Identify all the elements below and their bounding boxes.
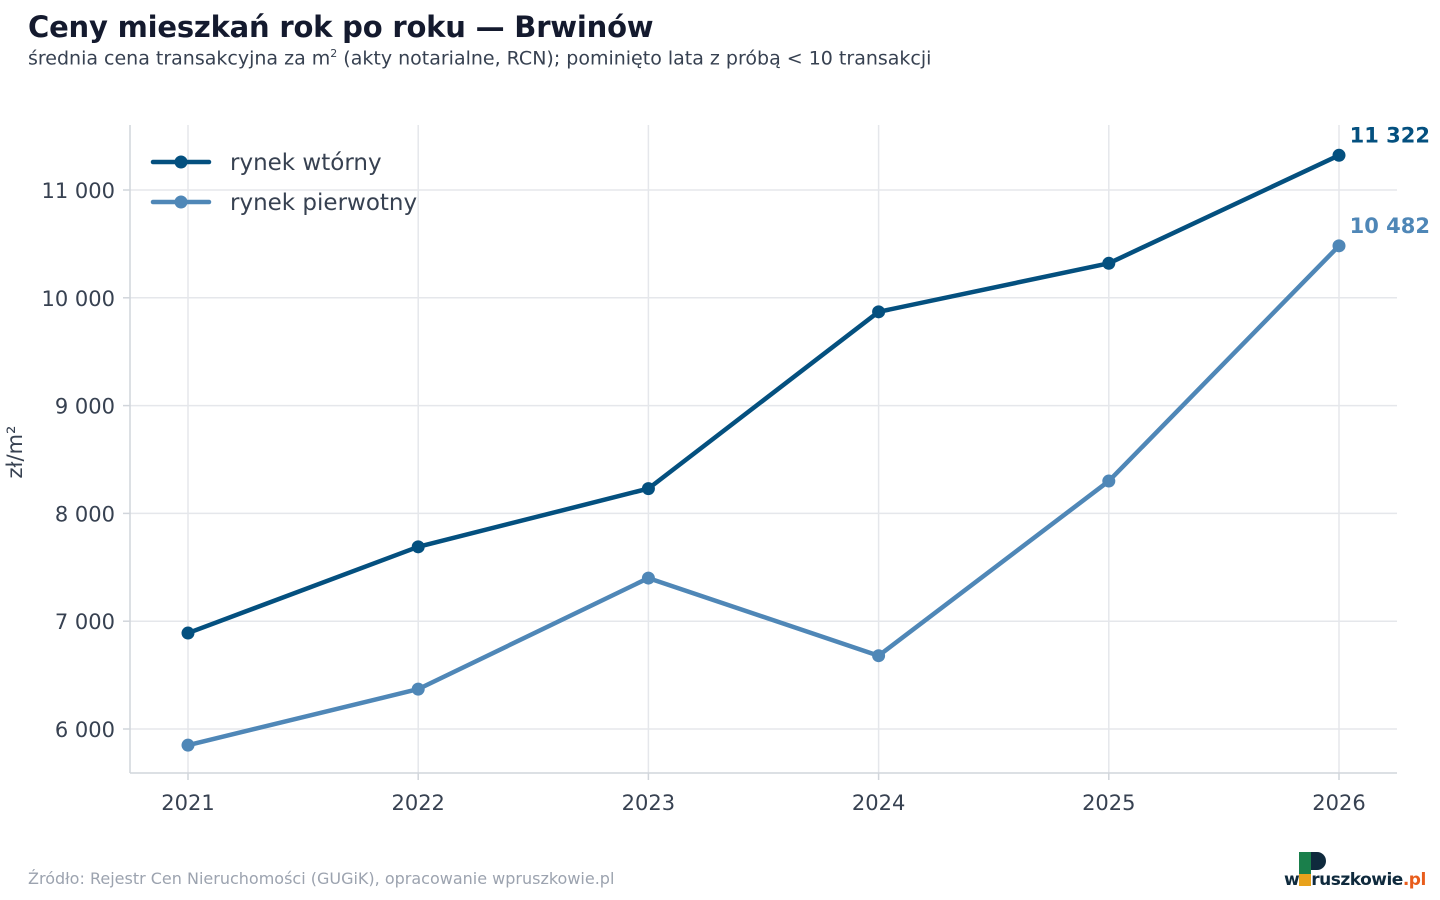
chart-subtitle: średnia cena transakcyjna za m2 (akty no… (28, 47, 931, 69)
subtitle-superscript: 2 (330, 47, 338, 60)
y-tick-label: 8 000 (55, 502, 115, 526)
data-point (1332, 239, 1346, 253)
data-point (411, 540, 425, 554)
logo-mark-dark (1311, 852, 1326, 870)
data-point (181, 626, 195, 640)
x-tick-label: 2026 (1312, 791, 1365, 815)
logo-mark-orange (1299, 874, 1311, 886)
series-line-1 (185, 243, 1342, 748)
logo-suffix: .pl (1402, 870, 1426, 890)
data-point (181, 738, 195, 752)
x-tick-label: 2022 (391, 791, 444, 815)
legend-marker (174, 195, 188, 209)
site-logo[interactable]: w ruszkowie.pl (1284, 850, 1426, 894)
x-tick-label: 2023 (622, 791, 675, 815)
data-point (872, 649, 886, 663)
x-axis-ticks: 2021 2022 2023 2024 2025 2026 (161, 773, 1366, 815)
axes (129, 125, 1397, 774)
data-point (1102, 474, 1116, 488)
x-tick-label: 2025 (1082, 791, 1135, 815)
x-tick-label: 2021 (161, 791, 214, 815)
end-value-label: 10 482 (1350, 214, 1430, 238)
legend-label: rynek wtórny (230, 150, 382, 176)
data-point (1332, 148, 1346, 162)
chart-title: Ceny mieszkań rok po roku — Brwinów (28, 10, 654, 44)
legend-label: rynek pierwotny (230, 190, 417, 216)
y-tick-label: 6 000 (55, 718, 115, 742)
data-point (872, 305, 886, 319)
end-value-label: 11 322 (1350, 123, 1430, 147)
source-note: Źródło: Rejestr Cen Nieruchomości (GUGiK… (28, 869, 615, 888)
y-tick-label: 11 000 (42, 179, 115, 203)
y-axis-label: zł/m² (3, 426, 27, 479)
legend-marker (174, 155, 188, 169)
data-point (411, 682, 425, 696)
y-axis-ticks: 6 000 7 000 8 000 9 000 10 000 11 000 (42, 179, 130, 742)
grid (130, 125, 1397, 773)
subtitle-text-start: średnia cena transakcyjna za m (28, 47, 331, 70)
logo-pre: w (1284, 870, 1300, 890)
y-tick-label: 9 000 (55, 395, 115, 419)
x-tick-label: 2024 (852, 791, 905, 815)
logo-mark (1299, 852, 1326, 886)
legend: rynek wtórny rynek pierwotny (150, 150, 417, 216)
series-group (181, 148, 1346, 752)
y-tick-label: 10 000 (42, 287, 115, 311)
end-labels: 10 482 11 322 (1350, 123, 1430, 238)
subtitle-text-end: (akty notarialne, RCN); pominięto lata z… (337, 47, 932, 70)
logo-main: ruszkowie (1311, 870, 1403, 890)
data-point (641, 571, 655, 585)
logo-mark-green (1299, 852, 1311, 874)
y-tick-label: 7 000 (55, 610, 115, 634)
series-line-0 (185, 153, 1342, 636)
logo-wordmark: w ruszkowie.pl (1284, 870, 1426, 890)
data-point (641, 482, 655, 496)
data-point (1102, 256, 1116, 270)
